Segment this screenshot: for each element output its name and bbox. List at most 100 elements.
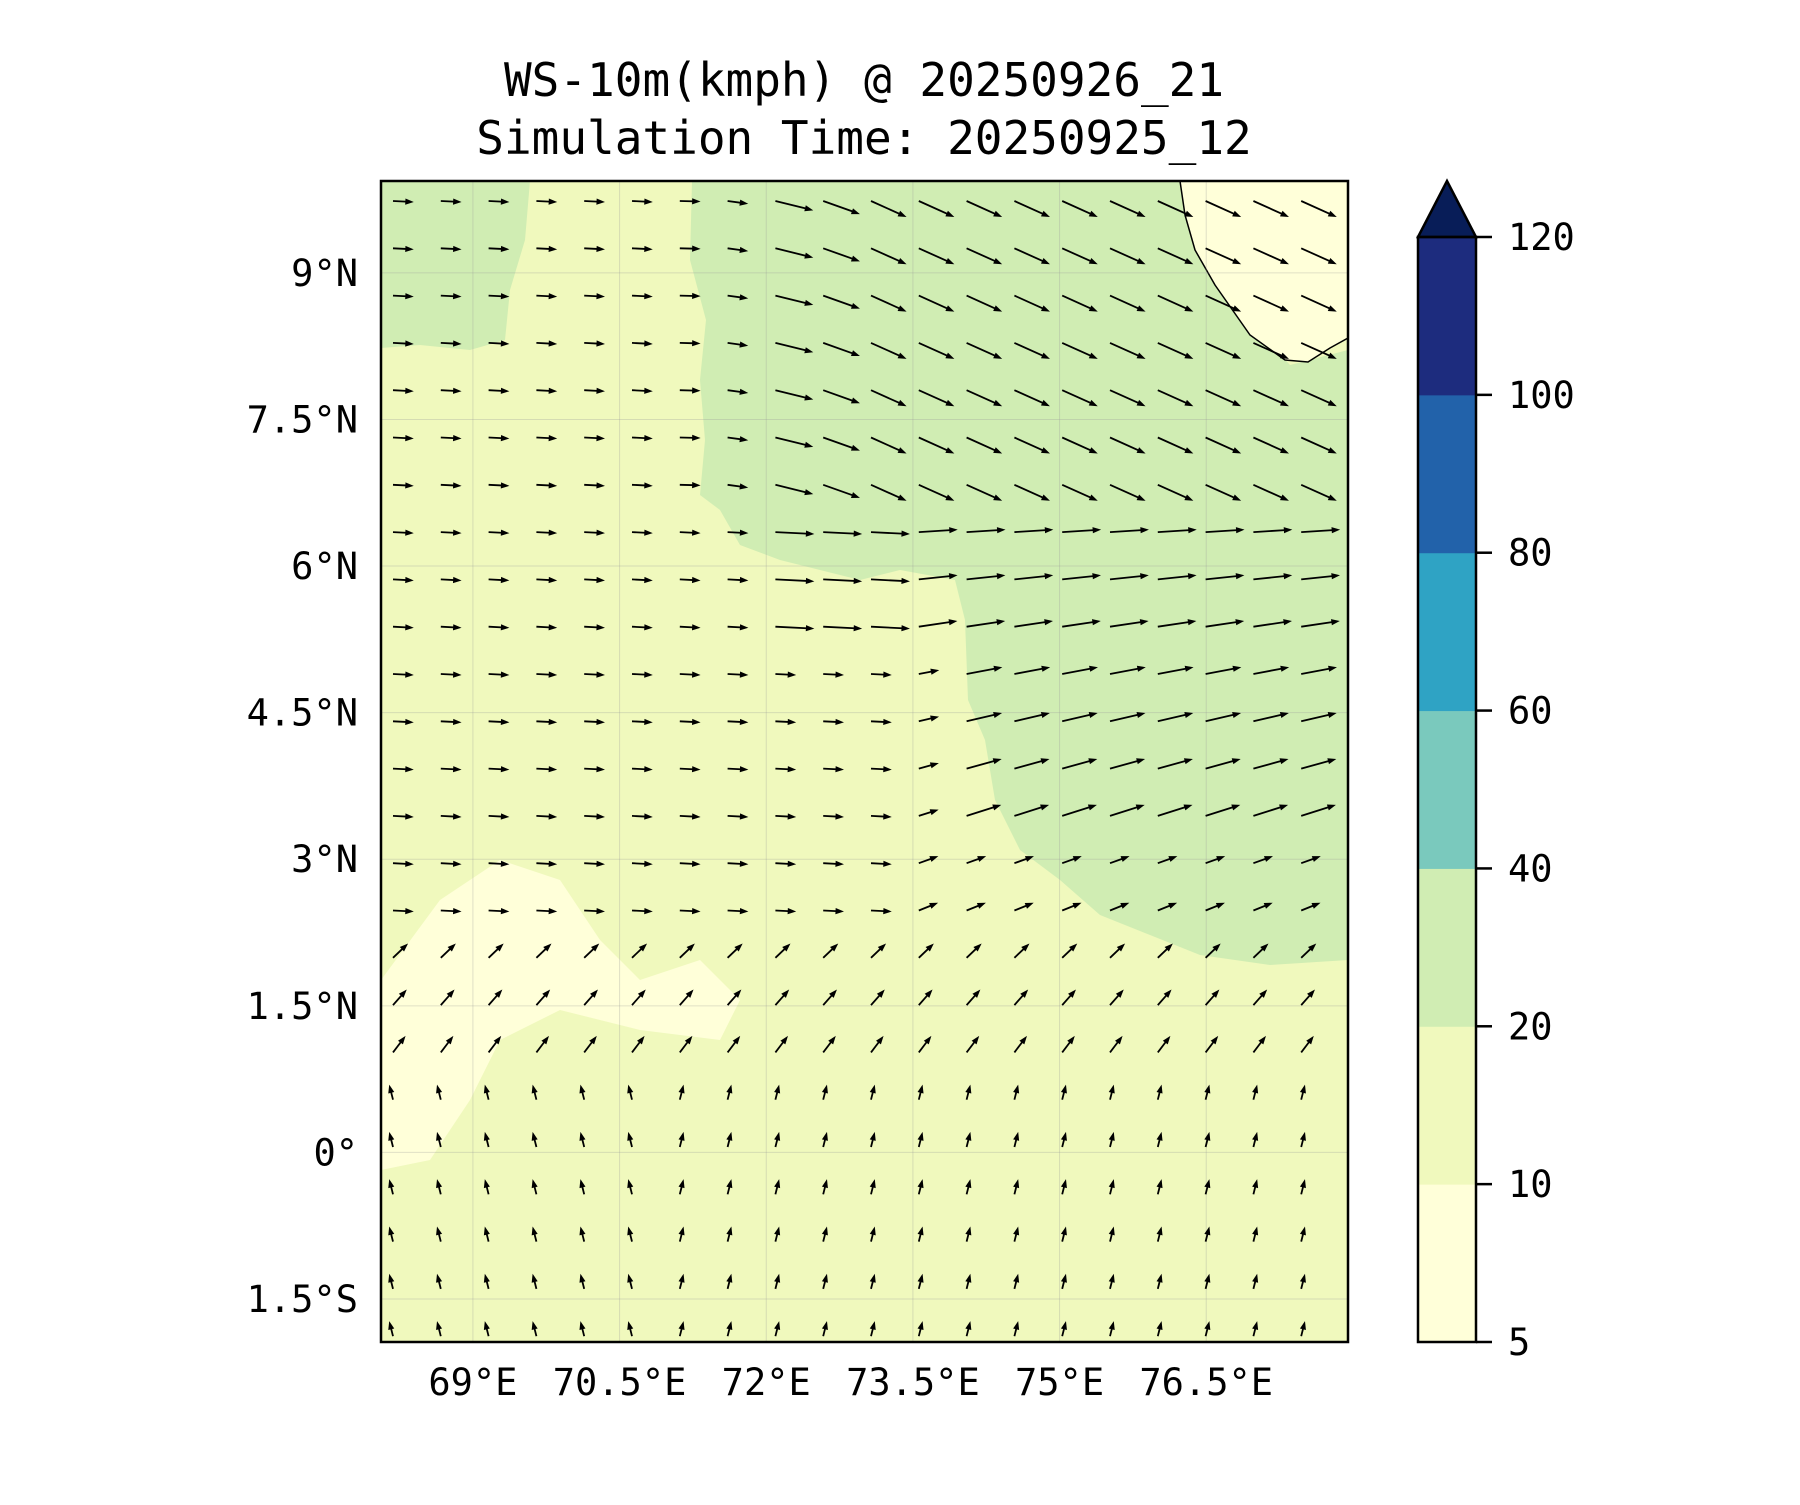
colorbar-band-60-80 bbox=[1418, 553, 1476, 711]
wind-arrow bbox=[1349, 390, 1385, 406]
arrow-head bbox=[1376, 258, 1385, 264]
colorbar-tick-label: 40 bbox=[1508, 847, 1553, 890]
y-tick-label: 4.5°N bbox=[247, 692, 358, 735]
colorbar-band-40-60 bbox=[1418, 711, 1476, 869]
colorbar-band-5-10 bbox=[1418, 1184, 1476, 1342]
colorbar-band-100-120 bbox=[1418, 237, 1476, 395]
wind-arrow bbox=[1349, 248, 1385, 264]
wind-arrow bbox=[1349, 485, 1385, 501]
arrow-shaft bbox=[1349, 201, 1380, 215]
arrow-shaft bbox=[1349, 622, 1382, 627]
x-tick-label: 76.5°E bbox=[1139, 1361, 1273, 1404]
arrow-shaft bbox=[1349, 668, 1379, 674]
arrow-shaft bbox=[1349, 248, 1380, 262]
arrow-shaft bbox=[1349, 1184, 1351, 1194]
arrow-shaft bbox=[1349, 1232, 1351, 1242]
colorbar-tick-label: 120 bbox=[1508, 216, 1575, 259]
wind-arrow bbox=[1349, 438, 1385, 454]
arrow-head bbox=[1355, 989, 1363, 997]
colorbar-tick-label: 80 bbox=[1508, 532, 1553, 575]
chart-title: WS-10m(kmph) @ 20250926_21 bbox=[504, 53, 1224, 107]
colorbar-tick-label: 10 bbox=[1508, 1163, 1553, 1206]
arrow-shaft bbox=[1349, 905, 1363, 911]
arrow-head bbox=[1379, 619, 1388, 625]
arrow-shaft bbox=[1349, 1040, 1358, 1052]
colorbar-tick-label: 5 bbox=[1508, 1321, 1530, 1364]
colorbar-extend-arrow bbox=[1418, 181, 1476, 237]
arrow-head bbox=[1376, 305, 1385, 311]
x-tick-label: 73.5°E bbox=[846, 1361, 980, 1404]
arrow-head bbox=[1375, 805, 1384, 811]
arrow-shaft bbox=[1349, 1326, 1351, 1336]
arrow-shaft bbox=[1349, 994, 1359, 1006]
colorbar-band-20-40 bbox=[1418, 868, 1476, 1026]
y-tick-label: 1.5°S bbox=[247, 1278, 358, 1321]
colorbar-tick-label: 20 bbox=[1508, 1005, 1553, 1048]
y-tick-label: 9°N bbox=[291, 252, 358, 295]
wind-arrow bbox=[1349, 943, 1364, 957]
arrow-shaft bbox=[1349, 1090, 1351, 1100]
arrow-shaft bbox=[1349, 760, 1379, 768]
x-tick-label: 70.5°E bbox=[553, 1361, 687, 1404]
arrow-shaft bbox=[1349, 947, 1360, 958]
chart-subtitle: Simulation Time: 20250925_12 bbox=[476, 111, 1251, 165]
arrow-shaft bbox=[1349, 390, 1380, 404]
arrow-head bbox=[1376, 353, 1385, 359]
colorbar-tick-label: 60 bbox=[1508, 690, 1553, 733]
wind-arrow bbox=[1349, 527, 1388, 533]
arrow-shaft bbox=[1349, 807, 1379, 816]
arrow-shaft bbox=[1349, 1137, 1351, 1147]
arrow-head bbox=[1356, 943, 1364, 951]
wind-arrow bbox=[1349, 989, 1363, 1005]
arrow-head bbox=[1379, 573, 1388, 579]
y-tick-label: 0° bbox=[313, 1131, 358, 1174]
wind-arrow bbox=[1349, 856, 1369, 863]
colorbar-band-80-100 bbox=[1418, 395, 1476, 553]
wind-arrow bbox=[1349, 296, 1385, 312]
arrow-shaft bbox=[1349, 343, 1380, 357]
arrow-head bbox=[1359, 903, 1368, 909]
x-axis: 69°E 70.5°E 72°E 73.5°E 75°E 76.5°E bbox=[428, 1361, 1273, 1404]
arrow-head bbox=[1376, 495, 1385, 501]
arrow-head bbox=[1376, 666, 1385, 672]
arrow-head bbox=[1376, 712, 1385, 718]
arrow-head bbox=[1354, 1036, 1362, 1045]
arrow-shaft bbox=[1349, 530, 1383, 532]
arrow-head bbox=[1375, 758, 1384, 764]
arrow-shaft bbox=[1349, 485, 1380, 499]
wind-arrow bbox=[1349, 573, 1388, 579]
arrow-shaft bbox=[1349, 576, 1382, 580]
arrow-head bbox=[1360, 856, 1369, 862]
arrow-head bbox=[1379, 527, 1388, 533]
arrow-shaft bbox=[1349, 296, 1380, 310]
y-tick-label: 7.5°N bbox=[247, 398, 358, 441]
wind-arrow bbox=[1349, 201, 1385, 217]
arrow-shaft bbox=[1349, 858, 1363, 863]
arrow-head bbox=[1376, 400, 1385, 406]
colorbar-tick-label: 100 bbox=[1508, 374, 1575, 417]
y-tick-label: 1.5°N bbox=[247, 985, 358, 1028]
x-tick-label: 75°E bbox=[1015, 1361, 1104, 1404]
y-tick-label: 3°N bbox=[291, 838, 358, 881]
arrow-head bbox=[1376, 447, 1385, 453]
wind-arrow bbox=[1349, 758, 1384, 768]
map-area bbox=[381, 181, 1388, 1342]
arrow-head bbox=[1376, 211, 1385, 217]
colorbar: 5 10 20 40 60 80 100 120 bbox=[1418, 181, 1575, 1364]
x-tick-label: 72°E bbox=[722, 1361, 811, 1404]
wind-arrow bbox=[1349, 619, 1388, 627]
y-tick-label: 6°N bbox=[291, 545, 358, 588]
y-axis: 9°N 7.5°N 6°N 4.5°N 3°N 1.5°N 0° 1.5°S bbox=[247, 252, 358, 1321]
wind-arrow bbox=[1349, 343, 1385, 359]
arrow-shaft bbox=[1349, 714, 1379, 721]
wind-arrow bbox=[1349, 903, 1368, 911]
wind-arrow bbox=[1349, 712, 1384, 721]
wind-arrow bbox=[1349, 1036, 1362, 1053]
wind-arrow bbox=[1349, 805, 1384, 816]
colorbar-band-10-20 bbox=[1418, 1026, 1476, 1184]
arrow-shaft bbox=[1349, 438, 1380, 452]
wind-arrow bbox=[1349, 666, 1385, 674]
arrow-shaft bbox=[1349, 1279, 1351, 1289]
x-tick-label: 69°E bbox=[428, 1361, 517, 1404]
